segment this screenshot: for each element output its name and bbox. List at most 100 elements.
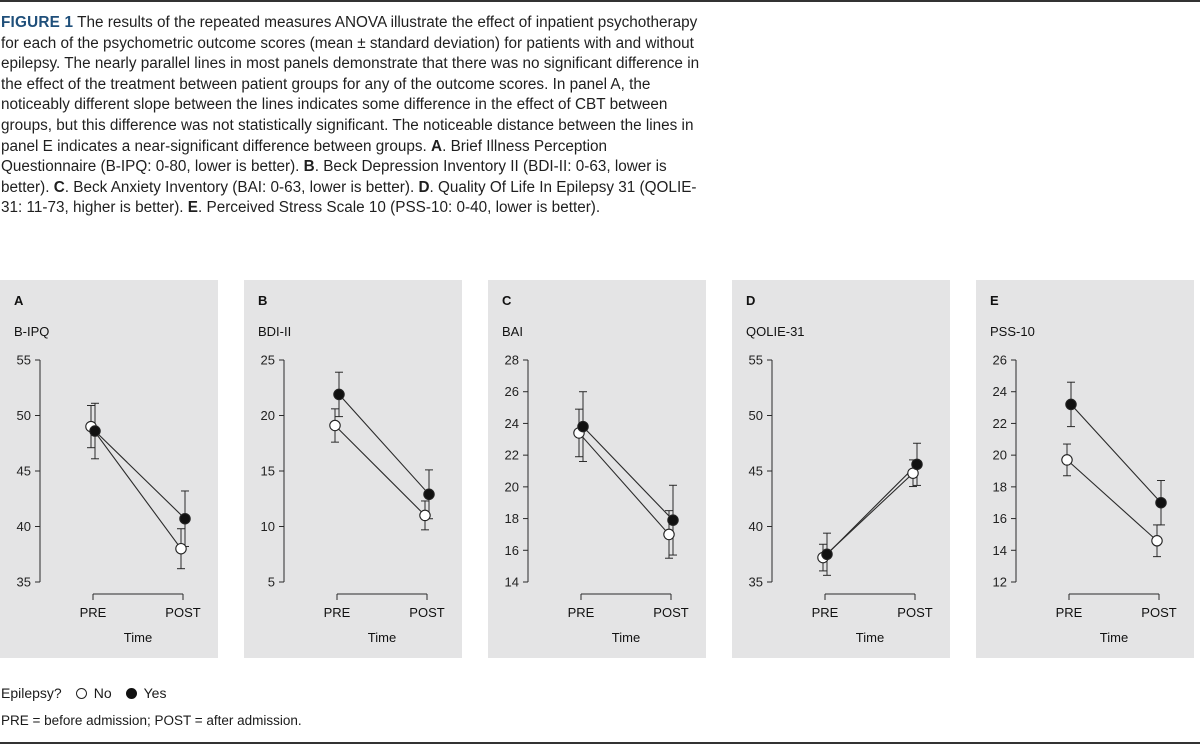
panel-letter: E — [990, 293, 999, 308]
series-line-no — [578, 432, 670, 535]
y-tick-label: 50 — [749, 408, 763, 423]
y-axis-label: B-IPQ — [14, 324, 49, 339]
y-axis-label: BDI-II — [258, 324, 291, 339]
legend-item-yes: Yes — [125, 685, 166, 701]
caption-intro: The results of the repeated measures ANO… — [1, 14, 700, 155]
y-tick-label: 26 — [993, 353, 1007, 368]
y-tick-label: 14 — [993, 543, 1007, 558]
series-line-yes — [826, 463, 918, 555]
y-tick-label: 22 — [993, 416, 1007, 431]
y-tick-label: 24 — [993, 384, 1007, 399]
series-line-no — [334, 425, 426, 516]
panel-letter: A — [14, 293, 24, 308]
y-tick-label: 18 — [993, 479, 1007, 494]
chart-panel-e: E PSS-10 12 14 16 18 20 22 24 26 PRE POST Time — [976, 280, 1194, 658]
chart-panel-a: A B-IPQ 35 40 45 50 55 PRE POST Time — [0, 280, 218, 658]
caption-item-text-c: Beck Anxiety Inventory (BAI: 0-63, lower… — [73, 178, 415, 196]
x-axis-label: Time — [856, 630, 884, 645]
y-tick-label: 16 — [993, 511, 1007, 526]
data-point-yes — [577, 420, 589, 433]
data-point-no — [663, 528, 675, 541]
data-point-yes — [89, 425, 101, 437]
y-tick-label: 55 — [749, 353, 763, 368]
series-line-no — [90, 426, 182, 550]
x-axis-label: Time — [368, 630, 396, 645]
series-line-no — [1066, 459, 1158, 542]
y-tick-label: 35 — [17, 575, 31, 590]
panel-letter: B — [258, 293, 267, 308]
y-tick-label: 22 — [505, 448, 519, 463]
chart-svg-d: D QOLIE-31 35 40 45 50 55 PRE POST Time — [746, 293, 933, 645]
x-tick-label: PRE — [324, 605, 351, 620]
caption-item-text-b: Beck Depression Inventory II (BDI-II: 0-… — [1, 158, 667, 196]
data-point-no — [419, 509, 431, 522]
data-point-yes — [1065, 398, 1077, 411]
y-tick-label: 45 — [749, 464, 763, 479]
y-tick-label: 25 — [261, 353, 275, 368]
chart-svg-a: A B-IPQ 35 40 45 50 55 PRE POST Time — [14, 293, 201, 645]
series-line-yes — [582, 426, 674, 521]
y-tick-label: 16 — [505, 543, 519, 558]
figure-caption: FIGURE 1 The results of the repeated mea… — [1, 14, 700, 217]
x-tick-label: PRE — [1056, 605, 1083, 620]
series-line-yes — [338, 394, 430, 495]
panel-letter: D — [746, 293, 755, 308]
data-point-no — [175, 542, 187, 555]
caption-item-text-e: Perceived Stress Scale 10 (PSS-10: 0-40,… — [206, 199, 601, 217]
panel-letter: C — [502, 293, 512, 308]
caption-item-text-a: Brief Illness Perception Questionnaire (… — [1, 137, 608, 176]
legend-label-no: No — [93, 685, 112, 701]
y-tick-label: 20 — [505, 479, 519, 494]
data-point-yes — [423, 488, 435, 501]
data-point-yes — [333, 388, 345, 401]
open-circle-icon — [75, 687, 87, 699]
figure-label: FIGURE 1 — [1, 14, 74, 31]
y-tick-label: 26 — [505, 384, 519, 399]
x-tick-label: PRE — [80, 605, 107, 620]
y-tick-label: 18 — [505, 511, 519, 526]
x-tick-label: POST — [165, 605, 200, 620]
x-axis-label: Time — [1100, 630, 1128, 645]
x-tick-label: POST — [897, 605, 932, 620]
x-axis-label: Time — [124, 630, 152, 645]
y-axis-label: PSS-10 — [990, 324, 1035, 339]
y-tick-label: 10 — [261, 519, 275, 534]
legend: Epilepsy? No Yes — [1, 685, 166, 701]
x-tick-label: POST — [1141, 605, 1176, 620]
y-tick-label: 50 — [17, 408, 31, 423]
chart-panel-c: C BAI 14 16 18 20 22 24 26 28 PRE POST Time — [488, 280, 706, 658]
data-point-no — [1061, 454, 1073, 466]
data-point-yes — [911, 458, 923, 471]
data-point-yes — [1155, 496, 1167, 509]
top-rule — [0, 0, 1200, 2]
chart-svg-e: E PSS-10 12 14 16 18 20 22 24 26 PRE POST Time — [990, 293, 1177, 645]
y-tick-label: 24 — [505, 416, 519, 431]
series-line-yes — [1070, 404, 1162, 504]
filled-circle-icon — [125, 687, 137, 699]
y-tick-label: 12 — [993, 575, 1007, 590]
data-point-yes — [821, 548, 833, 560]
y-tick-label: 14 — [505, 575, 519, 590]
y-tick-label: 20 — [261, 408, 275, 423]
data-point-yes — [179, 512, 191, 525]
chart-svg-b: B BDI-II 5 10 15 20 25 PRE POST Time — [258, 293, 445, 645]
y-tick-label: 40 — [749, 519, 763, 534]
y-tick-label: 15 — [261, 464, 275, 479]
caption-item-letter-b: B — [303, 158, 315, 176]
chart-panel-b: B BDI-II 5 10 15 20 25 PRE POST Time — [244, 280, 462, 658]
legend-item-no: No — [75, 685, 112, 701]
y-axis-label: BAI — [502, 324, 523, 339]
x-tick-label: PRE — [812, 605, 839, 620]
y-tick-label: 55 — [17, 353, 31, 368]
y-tick-label: 28 — [505, 353, 519, 368]
caption-item-letter-a: A — [431, 137, 443, 155]
chart-svg-c: C BAI 14 16 18 20 22 24 26 28 PRE POST Time — [502, 293, 689, 645]
caption-item-text-d: Quality Of Life In Epilepsy 31 (QOLIE-31… — [1, 178, 697, 217]
x-tick-label: POST — [653, 605, 688, 620]
x-tick-label: POST — [409, 605, 444, 620]
caption-item-letter-e: E — [187, 199, 198, 217]
y-tick-label: 20 — [993, 448, 1007, 463]
data-point-yes — [667, 514, 679, 526]
data-point-no — [329, 419, 341, 432]
x-tick-label: PRE — [568, 605, 595, 620]
